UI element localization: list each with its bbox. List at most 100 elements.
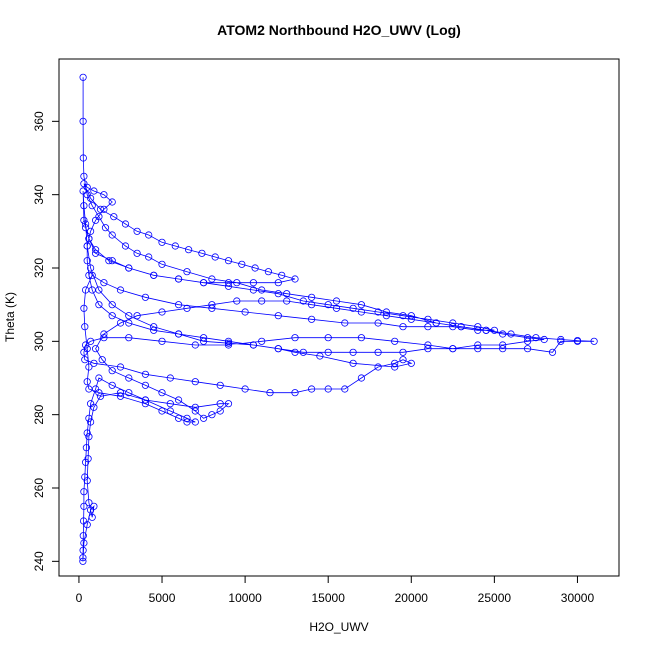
- data-point: [87, 337, 95, 345]
- data-point: [374, 319, 382, 327]
- data-point: [407, 315, 415, 323]
- x-tick-label: 25000: [478, 591, 512, 605]
- data-point: [357, 301, 365, 309]
- data-point: [407, 359, 415, 367]
- data-point: [80, 304, 88, 312]
- data-point: [374, 348, 382, 356]
- data-point: [92, 246, 100, 254]
- x-tick-label: 20000: [395, 591, 429, 605]
- data-point: [307, 293, 316, 301]
- data-point: [523, 345, 532, 353]
- data-point: [85, 235, 93, 243]
- data-point: [374, 308, 382, 316]
- data-point: [208, 411, 216, 419]
- data-point: [83, 257, 91, 265]
- data-point: [175, 275, 183, 283]
- data-point: [490, 326, 498, 334]
- data-point: [87, 194, 95, 202]
- data-point: [307, 301, 316, 309]
- data-point: [110, 213, 118, 221]
- x-axis-label: H2O_UWV: [309, 620, 368, 634]
- data-point: [266, 389, 274, 397]
- data-point: [79, 187, 87, 195]
- data-point: [141, 381, 149, 389]
- data-point: [200, 334, 208, 342]
- data-point: [274, 345, 282, 353]
- data-point: [349, 348, 357, 356]
- data-point: [200, 414, 208, 422]
- data-point: [274, 279, 282, 287]
- data-point: [424, 323, 432, 331]
- data-point: [92, 249, 100, 257]
- data-point: [81, 356, 89, 364]
- data-point: [100, 191, 108, 199]
- data-point: [108, 312, 116, 320]
- data-point: [83, 378, 91, 386]
- data-point: [283, 297, 291, 305]
- data-point: [349, 359, 357, 367]
- data-point: [100, 334, 108, 342]
- data-point: [224, 282, 233, 290]
- data-point: [349, 304, 357, 312]
- data-point: [391, 359, 399, 367]
- data-point: [258, 297, 266, 305]
- data-point: [108, 381, 116, 389]
- data-point: [274, 312, 282, 320]
- data-point: [83, 345, 91, 353]
- data-point: [233, 297, 241, 305]
- data-point: [241, 385, 249, 393]
- data-point: [357, 308, 365, 316]
- data-point: [145, 231, 153, 239]
- data-point: [141, 293, 149, 301]
- data-point: [83, 521, 91, 529]
- y-tick-label: 260: [32, 478, 46, 498]
- data-point: [158, 238, 166, 246]
- data-point: [108, 367, 116, 375]
- data-point: [357, 334, 365, 342]
- series-line: [82, 77, 595, 562]
- data-point: [158, 260, 166, 268]
- data-point: [84, 455, 92, 463]
- data-point: [133, 249, 141, 257]
- data-point: [82, 458, 90, 466]
- data-point: [449, 345, 457, 353]
- data-point: [100, 279, 108, 287]
- data-point: [238, 260, 246, 268]
- data-point: [399, 356, 407, 364]
- data-point: [399, 348, 407, 356]
- data-point: [548, 348, 557, 356]
- data-point: [216, 400, 224, 408]
- data-point: [88, 513, 96, 521]
- data-point: [83, 429, 91, 437]
- data-point: [166, 407, 174, 415]
- data-point: [116, 286, 125, 294]
- data-point: [141, 370, 149, 378]
- data-point: [283, 290, 291, 298]
- data-point: [258, 286, 266, 294]
- data-point: [82, 341, 90, 349]
- data-point: [474, 341, 482, 349]
- data-point: [191, 341, 199, 349]
- data-point: [224, 339, 233, 347]
- data-point: [133, 312, 141, 320]
- data-point: [474, 345, 482, 353]
- data-point: [291, 275, 299, 283]
- data-point: [183, 414, 191, 422]
- data-point: [90, 359, 98, 367]
- data-point: [391, 363, 399, 371]
- data-point: [80, 502, 88, 510]
- series-layer: [79, 73, 598, 565]
- plot-frame: [58, 58, 620, 577]
- data-point: [224, 279, 233, 287]
- data-point: [224, 257, 233, 265]
- data-point: [100, 205, 108, 213]
- data-point: [523, 334, 532, 342]
- data-point: [211, 253, 219, 261]
- data-point: [224, 400, 233, 408]
- data-point: [183, 268, 191, 276]
- data-point: [449, 323, 457, 331]
- data-point: [108, 301, 116, 309]
- data-point: [116, 392, 125, 400]
- data-point: [133, 227, 141, 235]
- data-point: [233, 279, 241, 287]
